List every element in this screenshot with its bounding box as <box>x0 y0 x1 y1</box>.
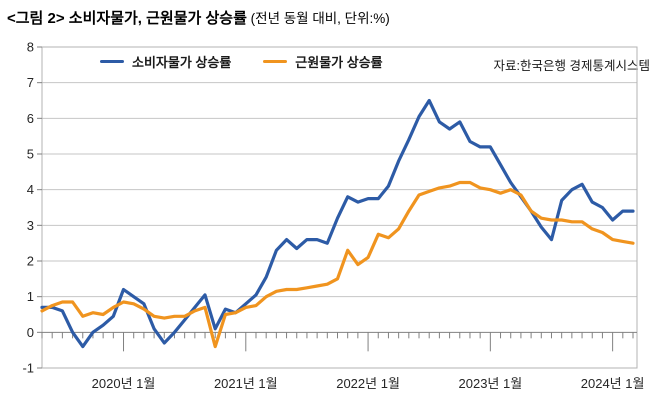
cpi-line-swatch <box>100 59 124 64</box>
x-axis-label: 2023년 1월 <box>459 376 523 391</box>
legend-label-cpi: 소비자물가 상승률 <box>132 55 232 70</box>
y-axis-label: 2 <box>27 254 34 269</box>
chart-title-main: <그림 2> 소비자물가, 근원물가 상승률 <box>7 10 247 27</box>
chart-title: <그림 2> 소비자물가, 근원물가 상승률 (전년 동월 대비, 단위:%) <box>7 7 390 28</box>
plot-border <box>41 46 638 369</box>
y-axis-label: 1 <box>27 289 34 304</box>
legend-label-core: 근원물가 상승률 <box>295 55 383 70</box>
x-axis-label: 2020년 1월 <box>92 376 156 391</box>
x-axis-label: 2022년 1월 <box>336 376 400 391</box>
x-axis-label: 2024년 1월 <box>581 376 645 391</box>
y-axis-label: -1 <box>22 361 34 376</box>
y-axis-label: 3 <box>27 218 34 233</box>
core-cpi-line <box>40 180 635 349</box>
legend-item-cpi: 소비자물가 상승률 <box>100 52 231 71</box>
y-axis-label: 7 <box>27 75 34 90</box>
cpi-line <box>40 98 635 349</box>
y-axis-label: 0 <box>27 325 34 340</box>
y-axis-label: 8 <box>27 40 34 55</box>
data-source-note: 자료:한국은행 경제통계시스템 <box>493 59 650 73</box>
core-line-swatch <box>263 59 288 64</box>
legend-item-core: 근원물가 상승률 <box>263 52 383 71</box>
y-axis-label: 6 <box>27 111 34 126</box>
y-axis-label: 4 <box>27 182 34 197</box>
y-axis-label: 5 <box>27 147 34 162</box>
legend: 소비자물가 상승률 근원물가 상승률 <box>100 52 383 71</box>
x-axis-label: 2021년 1월 <box>214 376 278 391</box>
chart-title-sub: (전년 동월 대비, 단위:%) <box>246 11 390 26</box>
